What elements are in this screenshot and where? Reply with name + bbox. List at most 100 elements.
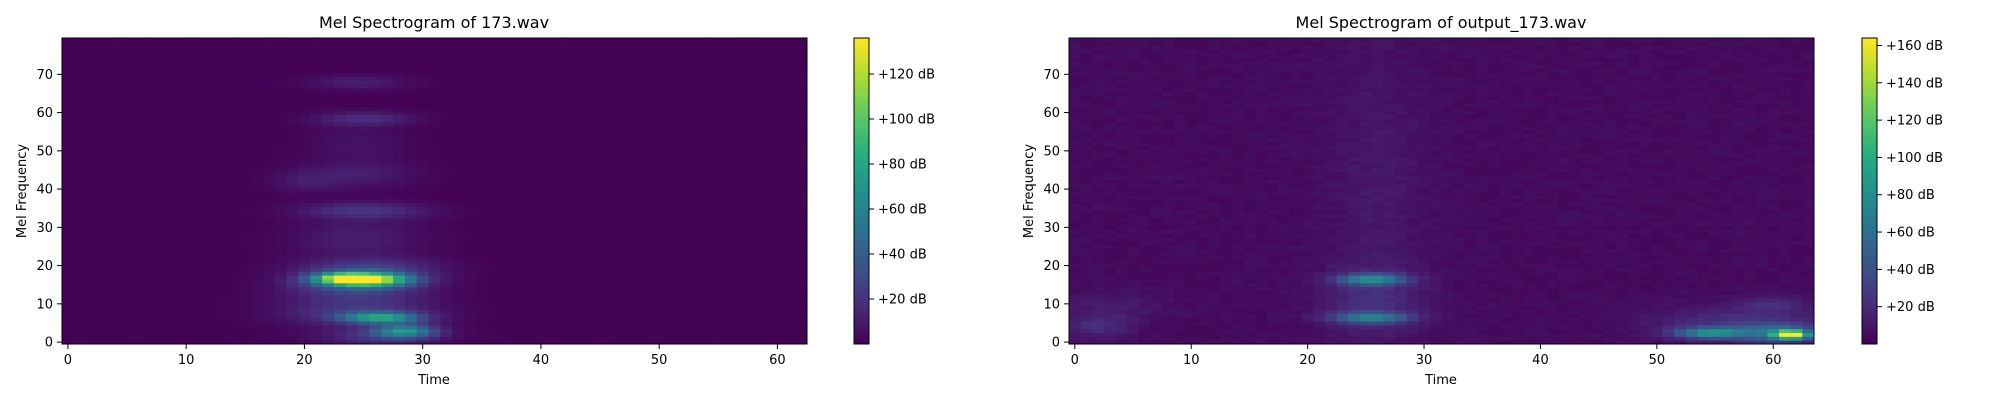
- heatmap-cell: [192, 183, 205, 188]
- heatmap-cell: [393, 164, 406, 169]
- heatmap-cell: [156, 221, 169, 226]
- heatmap-cell: [357, 60, 370, 66]
- heatmap-cell: [168, 213, 181, 219]
- heatmap-cell: [464, 129, 477, 135]
- heatmap-cell: [85, 301, 98, 307]
- heatmap-cell: [239, 298, 252, 303]
- heatmap-cell: [676, 122, 690, 127]
- heatmap-cell: [605, 110, 619, 115]
- heatmap-cell: [511, 248, 524, 253]
- heatmap-cell: [203, 252, 217, 257]
- heatmap-cell: [747, 213, 761, 219]
- heatmap-cell: [546, 244, 560, 249]
- heatmap-cell: [416, 64, 430, 70]
- heatmap-cell: [121, 217, 134, 223]
- heatmap-cell: [333, 125, 347, 131]
- heatmap-cell: [594, 183, 607, 188]
- heatmap-cell: [688, 236, 702, 242]
- heatmap-cell: [85, 290, 98, 295]
- heatmap-cell: [464, 244, 477, 249]
- heatmap-cell: [180, 267, 193, 272]
- heatmap-cell: [795, 225, 808, 230]
- heatmap-cell: [416, 229, 430, 234]
- heatmap-cell: [298, 244, 311, 249]
- heatmap-cell: [393, 125, 406, 131]
- heatmap-cell: [274, 236, 288, 242]
- heatmap-cell: [617, 206, 631, 211]
- heatmap-cell: [558, 229, 571, 234]
- heatmap-cell: [475, 57, 489, 62]
- heatmap-cell: [688, 64, 702, 70]
- heatmap-cell: [653, 217, 666, 223]
- heatmap-cell: [724, 240, 737, 246]
- heatmap-cell: [215, 294, 229, 299]
- heatmap-cell: [617, 271, 631, 276]
- heatmap-cell: [310, 171, 323, 177]
- heatmap-cell: [511, 171, 524, 177]
- heatmap-cell: [771, 217, 784, 223]
- heatmap-cell: [617, 221, 631, 226]
- heatmap-cell: [227, 148, 240, 154]
- heatmap-cell: [369, 64, 382, 70]
- heatmap-cell: [215, 106, 229, 112]
- heatmap-cell: [783, 60, 796, 66]
- heatmap-cell: [298, 141, 311, 146]
- heatmap-cell: [629, 103, 642, 108]
- heatmap-cell: [73, 298, 87, 303]
- heatmap-cell: [736, 76, 749, 81]
- heatmap-cell: [263, 213, 276, 219]
- heatmap-cell: [617, 152, 631, 158]
- heatmap-cell: [582, 38, 595, 43]
- heatmap-cell: [759, 191, 773, 196]
- heatmap-cell: [570, 133, 583, 138]
- heatmap-cell: [227, 141, 240, 146]
- heatmap-cell: [263, 321, 276, 326]
- heatmap-cell: [333, 202, 347, 207]
- heatmap-cell: [558, 68, 571, 73]
- heatmap-cell: [499, 141, 512, 146]
- heatmap-cell: [180, 64, 193, 70]
- heatmap-cell: [499, 91, 512, 96]
- heatmap-cell: [381, 148, 394, 154]
- heatmap-cell: [641, 198, 654, 203]
- heatmap-cell: [168, 191, 181, 196]
- heatmap-cell: [747, 152, 761, 158]
- heatmap-cell: [109, 45, 122, 50]
- heatmap-cell: [322, 41, 335, 47]
- heatmap-cell: [653, 141, 666, 146]
- heatmap-cell: [263, 122, 276, 127]
- heatmap-cell: [747, 298, 761, 303]
- heatmap-cell: [192, 221, 205, 226]
- heatmap-cell: [215, 336, 229, 341]
- heatmap-cell: [558, 164, 571, 169]
- heatmap-cell: [298, 171, 311, 177]
- heatmap-cell: [464, 313, 477, 318]
- heatmap-cell: [239, 263, 252, 269]
- heatmap-cell: [452, 60, 465, 66]
- heatmap-cell: [298, 233, 311, 238]
- heatmap-cell: [736, 336, 749, 341]
- heatmap-cell: [168, 217, 181, 223]
- heatmap-cell: [393, 41, 406, 47]
- heatmap-cell: [404, 57, 418, 62]
- heatmap-cell: [345, 72, 359, 77]
- heatmap-cell: [251, 321, 264, 326]
- heatmap-cell: [404, 114, 418, 119]
- heatmap-cell: [582, 217, 595, 223]
- heatmap-cell: [464, 122, 477, 127]
- heatmap-cell: [322, 267, 335, 272]
- heatmap-cell: [310, 317, 323, 322]
- heatmap-cell: [263, 125, 276, 131]
- heatmap-cell: [333, 129, 347, 135]
- heatmap-cell: [440, 236, 453, 242]
- heatmap-cell: [97, 76, 110, 81]
- heatmap-cell: [215, 129, 229, 135]
- heatmap-cell: [428, 282, 441, 288]
- heatmap-cell: [535, 38, 548, 43]
- heatmap-cell: [180, 210, 193, 215]
- heatmap-cell: [393, 298, 406, 303]
- heatmap-cell: [464, 309, 477, 314]
- heatmap-cell: [617, 133, 631, 138]
- heatmap-cell: [274, 156, 288, 161]
- heatmap-cell: [665, 164, 678, 169]
